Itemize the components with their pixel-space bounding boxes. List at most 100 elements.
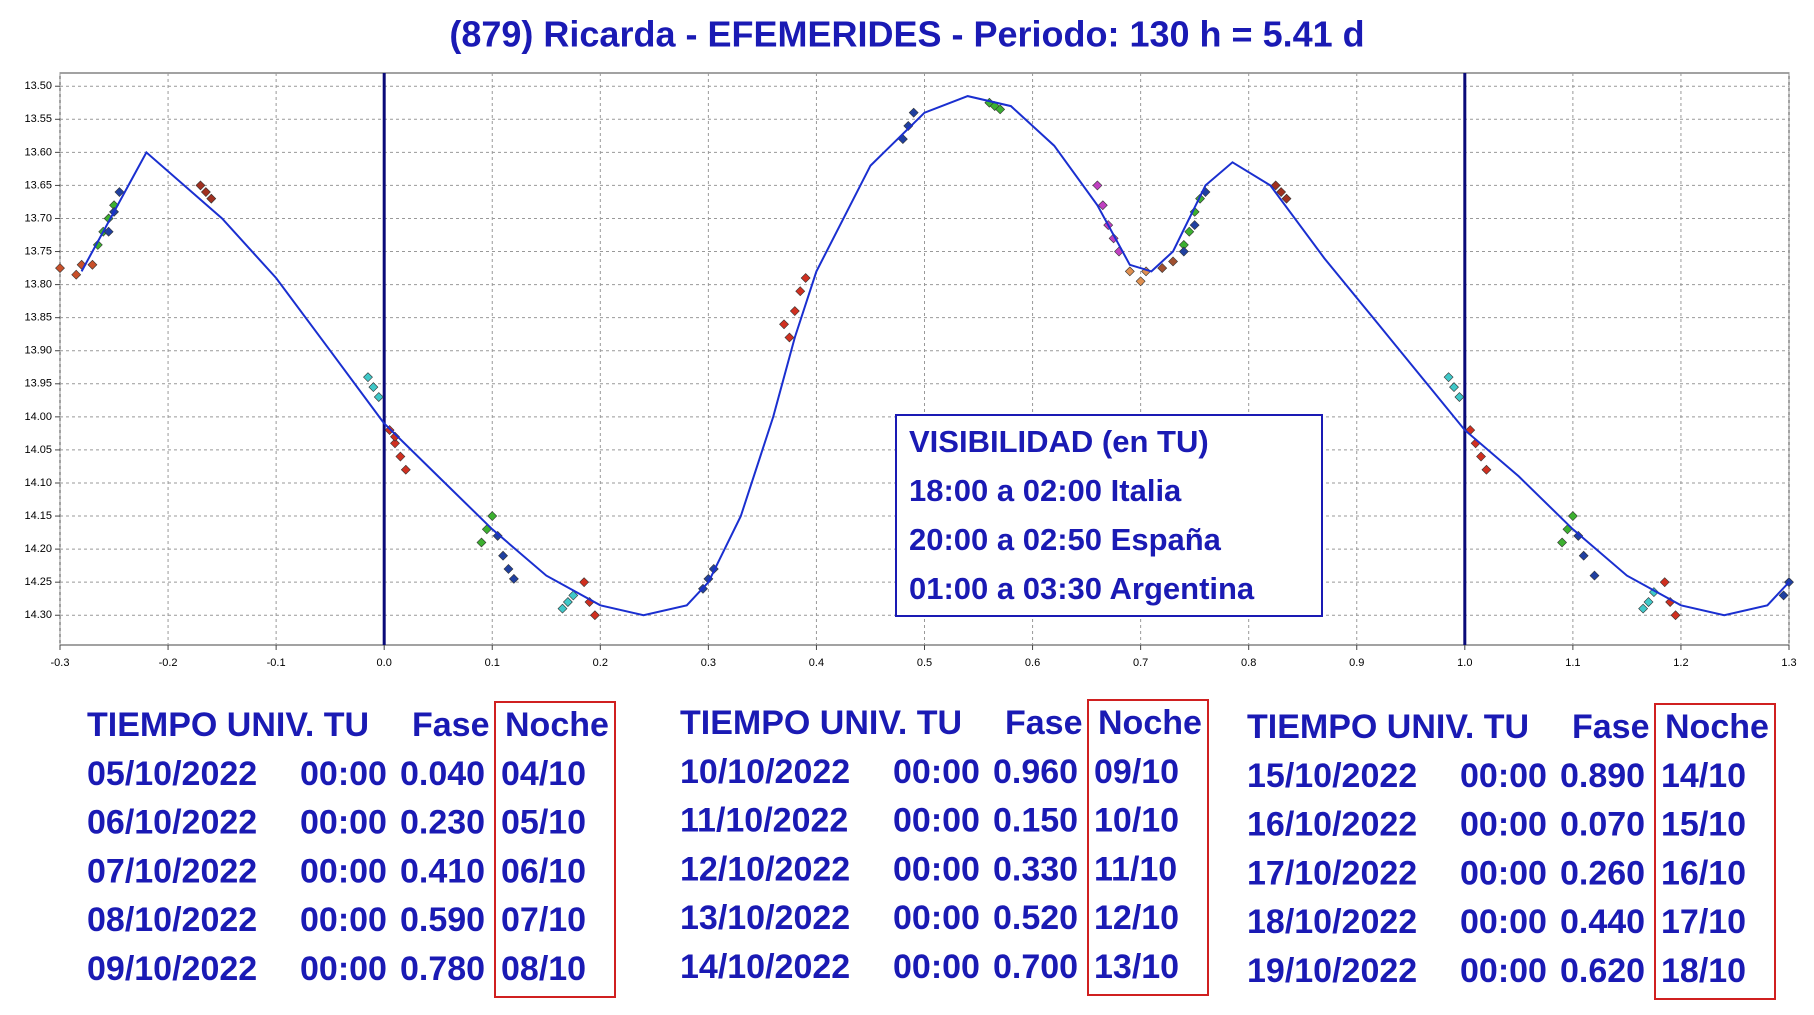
observation — [508, 573, 519, 584]
observation — [579, 577, 590, 588]
x-tick-label: 1.3 — [1781, 657, 1796, 669]
table-cell: 00:00 — [300, 950, 387, 988]
table-cell: 00:00 — [1460, 854, 1547, 892]
x-tick-label: 0.1 — [485, 657, 500, 669]
observation — [492, 530, 503, 541]
table-cell: 0.780 — [400, 950, 485, 988]
x-tick-label: 0.8 — [1241, 657, 1256, 669]
table-cell: 15/10/2022 — [1247, 757, 1417, 795]
y-tick-label: 14.00 — [24, 411, 52, 423]
observation — [1778, 590, 1789, 601]
table-cell: 08/10/2022 — [87, 901, 257, 939]
observation — [1659, 577, 1670, 588]
model-curve — [80, 95, 1790, 617]
table-header: TIEMPO UNIV. TU — [1247, 708, 1529, 746]
table-cell: 0.070 — [1560, 806, 1645, 844]
y-tick-label: 13.70 — [24, 212, 52, 224]
table-cell: 10/10 — [1094, 802, 1179, 840]
table-header: Fase — [1005, 704, 1083, 742]
table-cell: 16/10 — [1661, 854, 1746, 892]
table-cell: 0.520 — [993, 899, 1078, 937]
observation — [1557, 537, 1567, 548]
observation — [1092, 180, 1103, 191]
table-cell: 00:00 — [300, 755, 387, 793]
table-cell: 17/10 — [1661, 903, 1746, 941]
table-cell: 14/10 — [1661, 757, 1746, 795]
table-cell: 12/10 — [1094, 899, 1179, 937]
y-tick-label: 13.95 — [24, 378, 52, 390]
x-tick-label: 0.7 — [1133, 657, 1148, 669]
observation — [1573, 530, 1584, 541]
table-cell: 07/10/2022 — [87, 852, 257, 890]
observation — [1157, 263, 1168, 273]
observation — [1168, 256, 1178, 267]
observation — [800, 273, 811, 283]
table-cell: 18/10/2022 — [1247, 903, 1417, 941]
observation — [1481, 464, 1492, 475]
visibility-line: 20:00 a 02:50 España — [909, 522, 1222, 557]
visibility-line: 18:00 a 02:00 Italia — [909, 473, 1182, 508]
y-tick-label: 13.50 — [24, 80, 52, 92]
observation — [1178, 246, 1189, 257]
table-cell: 19/10/2022 — [1247, 952, 1417, 990]
observation — [1670, 610, 1681, 621]
observation — [114, 187, 125, 197]
table-cell: 0.590 — [400, 901, 485, 939]
table-cell: 11/10 — [1094, 850, 1177, 888]
observation — [557, 603, 568, 614]
observation — [498, 550, 508, 561]
y-tick-label: 13.85 — [24, 312, 52, 324]
observation — [908, 107, 919, 118]
observation — [1578, 550, 1589, 561]
table-cell: 07/10 — [501, 901, 586, 939]
table-cell: 00:00 — [300, 901, 387, 939]
chart-title: (879) Ricarda - EFEMERIDES - Periodo: 13… — [449, 14, 1364, 55]
table-cell: 09/10/2022 — [87, 950, 257, 988]
observation — [400, 464, 411, 475]
observation — [1270, 180, 1281, 191]
table-cell: 17/10/2022 — [1247, 854, 1417, 892]
observation — [1124, 266, 1135, 277]
x-tick-label: 0.2 — [593, 657, 608, 669]
observation — [1135, 276, 1146, 287]
table-cell: 13/10 — [1094, 948, 1179, 986]
table-cell: 06/10/2022 — [87, 804, 257, 842]
observation — [1189, 220, 1200, 231]
table-cell: 00:00 — [300, 852, 387, 890]
table-cell: 0.440 — [1560, 903, 1645, 941]
table-header: TIEMPO UNIV. TU — [680, 704, 962, 742]
table-cell: 00:00 — [893, 850, 980, 888]
observation — [789, 306, 800, 316]
observation — [87, 259, 98, 270]
observation — [103, 226, 114, 237]
observation — [1476, 451, 1486, 462]
table-cell: 00:00 — [300, 804, 387, 842]
y-tick-label: 14.20 — [24, 543, 52, 555]
observation — [1097, 200, 1108, 211]
observation — [503, 564, 514, 574]
observation — [1454, 392, 1465, 402]
table-header: Noche — [1098, 704, 1202, 742]
table-cell: 0.410 — [400, 852, 485, 890]
observation — [1567, 511, 1578, 521]
table-cell: 00:00 — [893, 753, 980, 791]
x-tick-label: 1.0 — [1457, 657, 1472, 669]
table-cell: 00:00 — [893, 899, 980, 937]
observation — [71, 269, 82, 280]
table-cell: 0.260 — [1560, 854, 1645, 892]
observation — [1281, 193, 1292, 204]
observation — [206, 193, 217, 204]
y-tick-label: 13.65 — [24, 179, 52, 191]
noche-box — [1654, 703, 1776, 1000]
x-tick-label: 0.5 — [917, 657, 932, 669]
table-header: Fase — [1572, 708, 1650, 746]
y-tick-label: 14.15 — [24, 510, 52, 522]
table-cell: 16/10/2022 — [1247, 806, 1417, 844]
observation — [1276, 187, 1287, 197]
observation — [1443, 372, 1454, 383]
observation — [373, 392, 384, 402]
observation — [390, 438, 400, 449]
table-header: Noche — [1665, 708, 1769, 746]
